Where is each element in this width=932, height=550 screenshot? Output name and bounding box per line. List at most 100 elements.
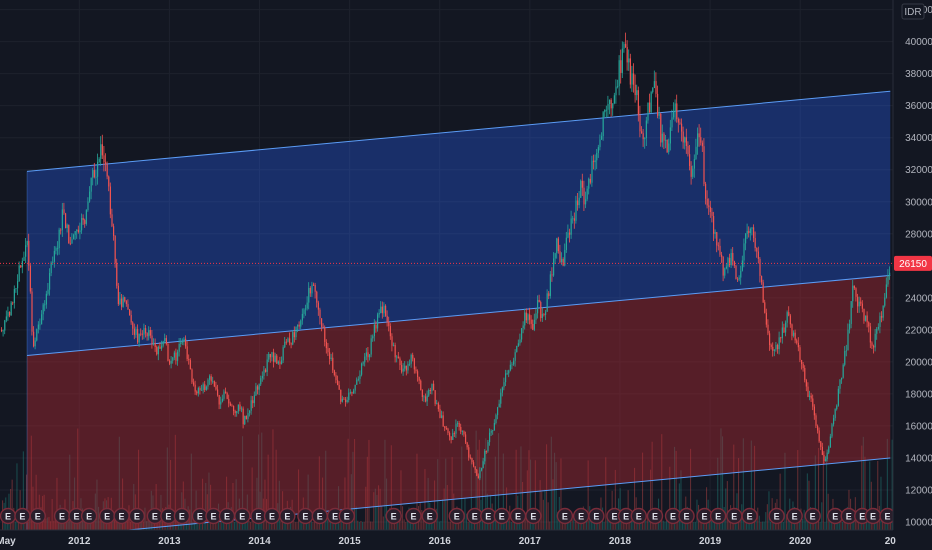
candle-body[interactable]	[193, 382, 195, 385]
earnings-marker[interactable]: E	[29, 507, 46, 525]
earnings-marker[interactable]: E	[448, 507, 465, 525]
candle-body[interactable]	[418, 377, 420, 381]
earnings-marker[interactable]: E	[234, 507, 251, 525]
candle-body[interactable]	[332, 357, 334, 371]
candle-body[interactable]	[845, 350, 847, 352]
candle-body[interactable]	[789, 315, 791, 325]
candle-body[interactable]	[767, 324, 769, 334]
candle-body[interactable]	[565, 237, 567, 250]
candle-body[interactable]	[554, 253, 556, 259]
candle-body[interactable]	[185, 338, 187, 347]
candle-body[interactable]	[517, 343, 519, 346]
earnings-marker[interactable]: E	[191, 507, 209, 525]
candle-body[interactable]	[167, 343, 169, 361]
candle-body[interactable]	[609, 99, 611, 105]
candle-body[interactable]	[300, 320, 302, 327]
candle-body[interactable]	[289, 338, 291, 344]
channel-upper-fill[interactable]	[27, 91, 891, 356]
candle-body[interactable]	[810, 395, 812, 399]
candle-body[interactable]	[671, 117, 673, 128]
candle-body[interactable]	[498, 403, 500, 408]
candle-body[interactable]	[741, 260, 743, 271]
candle-body[interactable]	[311, 284, 313, 294]
candle-body[interactable]	[381, 306, 383, 314]
candle-body[interactable]	[817, 425, 819, 431]
candle-body[interactable]	[257, 386, 259, 390]
candle-body[interactable]	[146, 333, 148, 337]
candle-body[interactable]	[876, 328, 878, 334]
candle-body[interactable]	[244, 415, 246, 425]
candle-body[interactable]	[217, 389, 219, 395]
candle-body[interactable]	[453, 433, 455, 434]
candle-body[interactable]	[426, 395, 428, 402]
candle-body[interactable]	[857, 296, 859, 307]
candle-body[interactable]	[860, 301, 862, 304]
candle-body[interactable]	[113, 226, 115, 236]
candle-body[interactable]	[658, 113, 660, 116]
candle-body[interactable]	[164, 338, 166, 342]
candle-body[interactable]	[769, 333, 771, 346]
candle-body[interactable]	[103, 155, 105, 163]
candle-body[interactable]	[573, 218, 575, 221]
candle-body[interactable]	[530, 319, 532, 324]
candle-body[interactable]	[508, 370, 510, 374]
candle-body[interactable]	[796, 340, 798, 343]
candle-body[interactable]	[114, 235, 116, 263]
candle-body[interactable]	[189, 360, 191, 370]
candle-body[interactable]	[455, 423, 457, 434]
candle-body[interactable]	[733, 261, 735, 266]
candle-body[interactable]	[711, 212, 713, 216]
candle-body[interactable]	[604, 109, 606, 113]
candle-body[interactable]	[650, 92, 652, 113]
candle-body[interactable]	[15, 288, 17, 290]
candle-body[interactable]	[746, 230, 748, 234]
candle-body[interactable]	[213, 381, 215, 387]
earnings-marker[interactable]: E	[864, 507, 882, 525]
candle-body[interactable]	[293, 332, 295, 338]
candle-body[interactable]	[407, 363, 409, 371]
candle-body[interactable]	[100, 144, 102, 159]
candle-body[interactable]	[130, 315, 132, 323]
candle-body[interactable]	[165, 338, 167, 344]
candle-body[interactable]	[685, 137, 687, 146]
candle-body[interactable]	[223, 391, 225, 399]
candle-body[interactable]	[556, 238, 558, 254]
candle-body[interactable]	[135, 328, 137, 335]
candle-body[interactable]	[698, 133, 700, 138]
candle-body[interactable]	[572, 218, 574, 220]
candle-body[interactable]	[239, 404, 241, 410]
candle-body[interactable]	[709, 206, 711, 213]
candle-body[interactable]	[509, 364, 511, 371]
candle-body[interactable]	[308, 287, 310, 303]
candle-body[interactable]	[751, 227, 753, 229]
candle-body[interactable]	[348, 392, 350, 401]
candle-body[interactable]	[101, 144, 103, 156]
time-axis-panel[interactable]	[0, 530, 932, 550]
candle-body[interactable]	[861, 303, 863, 309]
candle-body[interactable]	[474, 466, 476, 470]
candle-body[interactable]	[191, 369, 193, 383]
candle-body[interactable]	[514, 352, 516, 361]
candle-body[interactable]	[428, 389, 430, 396]
candle-body[interactable]	[266, 359, 268, 372]
candle-body[interactable]	[306, 302, 308, 309]
candle-body[interactable]	[725, 266, 727, 269]
candle-body[interactable]	[194, 384, 196, 392]
candle-body[interactable]	[871, 342, 873, 346]
candle-body[interactable]	[20, 265, 22, 268]
candle-body[interactable]	[225, 391, 227, 394]
candle-body[interactable]	[786, 312, 788, 323]
candle-body[interactable]	[297, 324, 299, 327]
candle-body[interactable]	[799, 347, 801, 360]
earnings-marker[interactable]: E	[160, 507, 177, 525]
candle-body[interactable]	[713, 215, 715, 234]
candle-body[interactable]	[695, 146, 697, 160]
candle-body[interactable]	[82, 217, 84, 221]
candle-body[interactable]	[301, 313, 303, 321]
candle-body[interactable]	[511, 364, 513, 366]
candle-body[interactable]	[338, 384, 340, 390]
earnings-marker[interactable]: E	[297, 507, 314, 525]
candle-body[interactable]	[226, 393, 228, 399]
candle-body[interactable]	[559, 251, 561, 263]
